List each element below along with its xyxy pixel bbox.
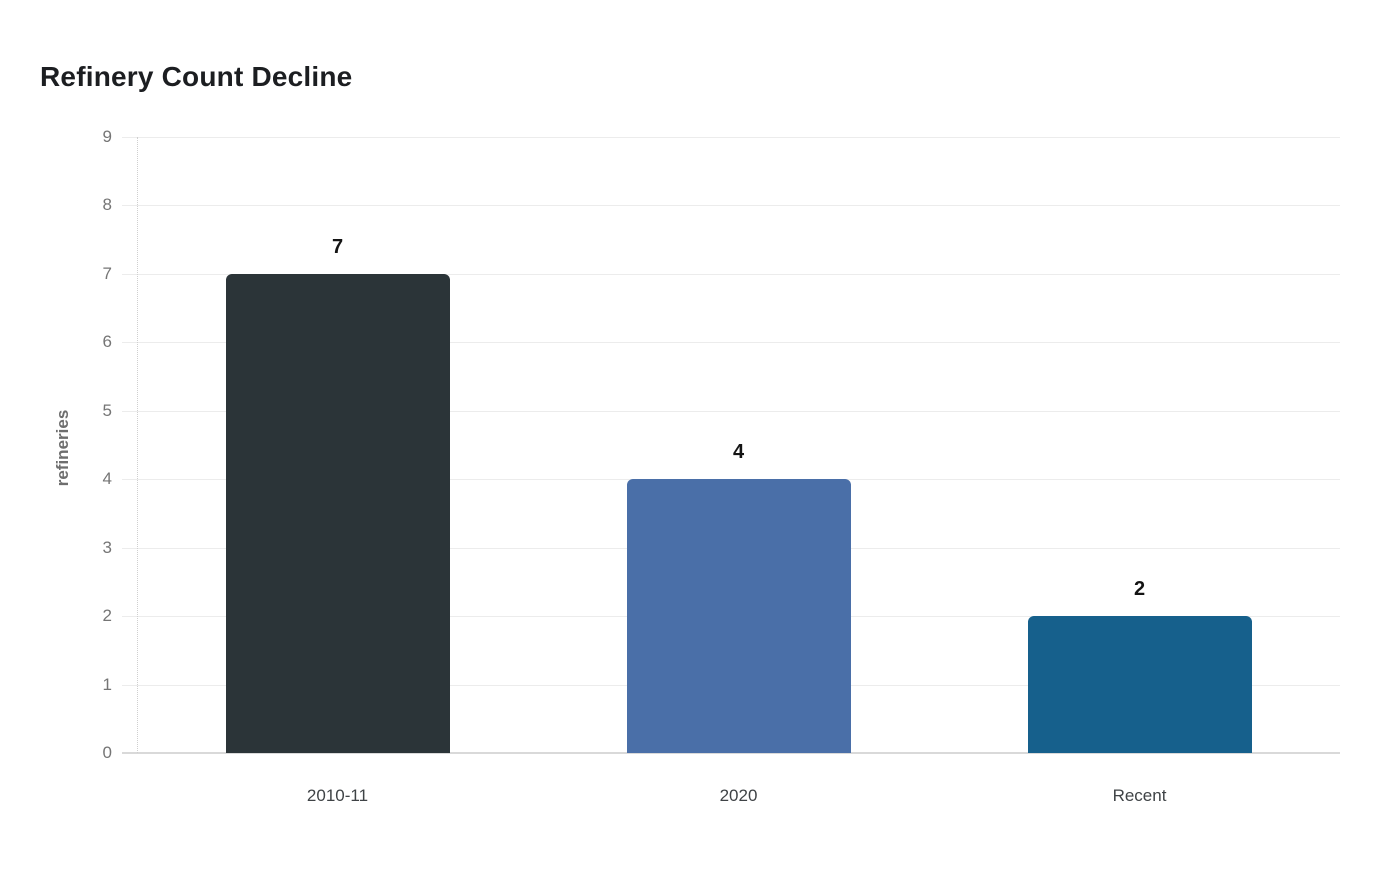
gridline: [122, 137, 1340, 138]
y-tick-label: 1: [102, 674, 112, 694]
chart-title: Refinery Count Decline: [40, 61, 353, 92]
x-tick-label: Recent: [1112, 786, 1167, 805]
bar-value-label: 7: [331, 235, 344, 258]
y-tick-label: 5: [102, 400, 112, 420]
y-axis-line: [137, 137, 138, 753]
y-tick-label: 4: [102, 469, 112, 489]
bar-value-label: 2: [1133, 578, 1146, 601]
y-tick-label: 2: [102, 606, 112, 626]
bar-value-label: 4: [732, 441, 745, 464]
bar: [1027, 616, 1252, 753]
bar: [225, 273, 450, 753]
gridline: [122, 205, 1340, 207]
y-axis-label: refineries: [53, 409, 72, 487]
y-tick-label: 9: [102, 127, 112, 146]
y-tick-label: 7: [102, 263, 112, 283]
x-tick-label: 2010-11: [306, 786, 369, 805]
gridline: [122, 342, 1340, 344]
gridline: [122, 410, 1340, 412]
y-tick-label: 0: [102, 743, 112, 762]
gridline: [122, 752, 1340, 754]
y-tick-label: 8: [102, 195, 112, 215]
gridline: [122, 273, 1340, 275]
y-tick-label: 6: [102, 332, 112, 352]
bar: [626, 479, 851, 753]
x-tick-label: 2020: [719, 786, 758, 805]
y-tick-label: 3: [102, 537, 112, 557]
